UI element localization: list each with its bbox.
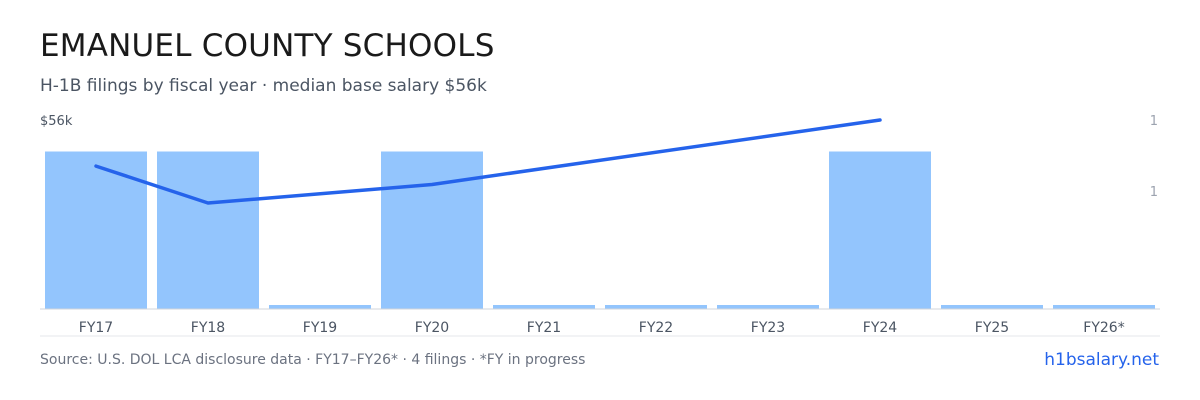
salary-line — [94, 118, 882, 205]
x-tick-label: FY18 — [191, 320, 225, 336]
bar-fy21 — [493, 305, 595, 309]
x-tick-label: FY20 — [415, 320, 449, 336]
x-tick-label: FY24 — [863, 320, 898, 336]
y-right-tick-top: 1 — [1150, 114, 1158, 129]
brand-link[interactable]: h1bsalary.net — [1044, 350, 1159, 370]
chart-subtitle: H-1B filings by fiscal year · median bas… — [40, 76, 487, 96]
x-tick-label: FY25 — [975, 320, 1009, 336]
source-note: Source: U.S. DOL LCA disclosure data · F… — [40, 352, 586, 368]
x-tick-labels: FY17 FY18 FY19 FY20 FY21 FY22 FY23 FY24 FY25 FY26… — [79, 320, 1125, 336]
bar-fy23 — [717, 305, 819, 309]
bar-fy20 — [381, 151, 483, 309]
bar-fy25 — [941, 305, 1043, 309]
y-right-tick-mid: 1 — [1150, 185, 1158, 200]
x-tick-label: FY19 — [303, 320, 337, 336]
bar-fy24 — [829, 151, 931, 309]
x-tick-label: FY22 — [639, 320, 673, 336]
bar-fy26-star — [1053, 305, 1155, 309]
chart-title: EMANUEL COUNTY SCHOOLS — [40, 28, 495, 64]
salary-line-layer — [94, 118, 882, 205]
bar-fy22 — [605, 305, 707, 309]
y-left-label: $56k — [40, 114, 73, 129]
bar-fy19 — [269, 305, 371, 309]
x-tick-label: FY17 — [79, 320, 113, 336]
bar-fy18 — [157, 151, 259, 309]
x-tick-label: FY23 — [751, 320, 785, 336]
x-tick-label: FY26* — [1083, 320, 1124, 336]
bars-layer — [45, 151, 1155, 309]
x-tick-label: FY21 — [527, 320, 561, 336]
bar-fy17 — [45, 151, 147, 309]
